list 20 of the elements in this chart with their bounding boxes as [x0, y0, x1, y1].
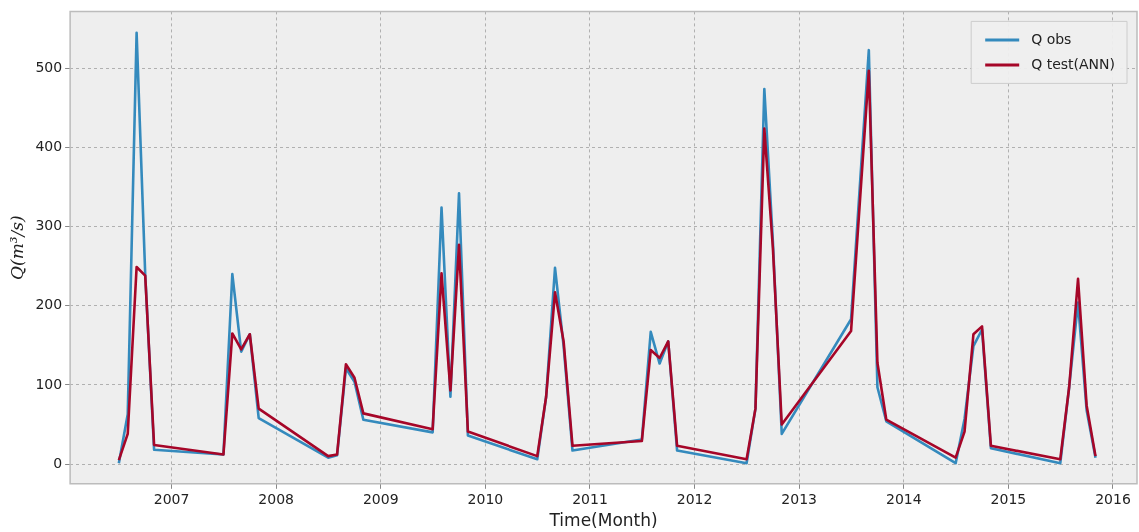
- x-tick-label: 2014: [885, 490, 922, 507]
- x-tick-label: 2011: [572, 490, 608, 507]
- x-axis-title: Time(Month): [548, 510, 658, 531]
- x-tick-label: 2010: [467, 490, 504, 507]
- x-tick-label: 2007: [153, 490, 190, 507]
- x-tick-label: 2015: [990, 490, 1027, 507]
- x-tick-label: 2012: [676, 490, 713, 507]
- y-tick-label: 300: [35, 217, 63, 234]
- y-tick-label: 200: [35, 296, 63, 313]
- y-tick-label: 400: [35, 138, 63, 155]
- y-tick-label: 0: [53, 454, 63, 471]
- y-axis-title: Q(m³/s): [6, 215, 27, 280]
- y-tick-label: 100: [35, 375, 63, 392]
- x-tick-label: 2016: [1095, 490, 1131, 507]
- x-tick-label: 2009: [362, 490, 399, 507]
- x-tick-label: 2013: [781, 490, 818, 507]
- legend-label: Q obs: [1031, 30, 1072, 47]
- y-tick-label: 500: [35, 59, 63, 76]
- x-tick-label: 2008: [258, 490, 294, 507]
- legend-label: Q test(ANN): [1031, 55, 1116, 72]
